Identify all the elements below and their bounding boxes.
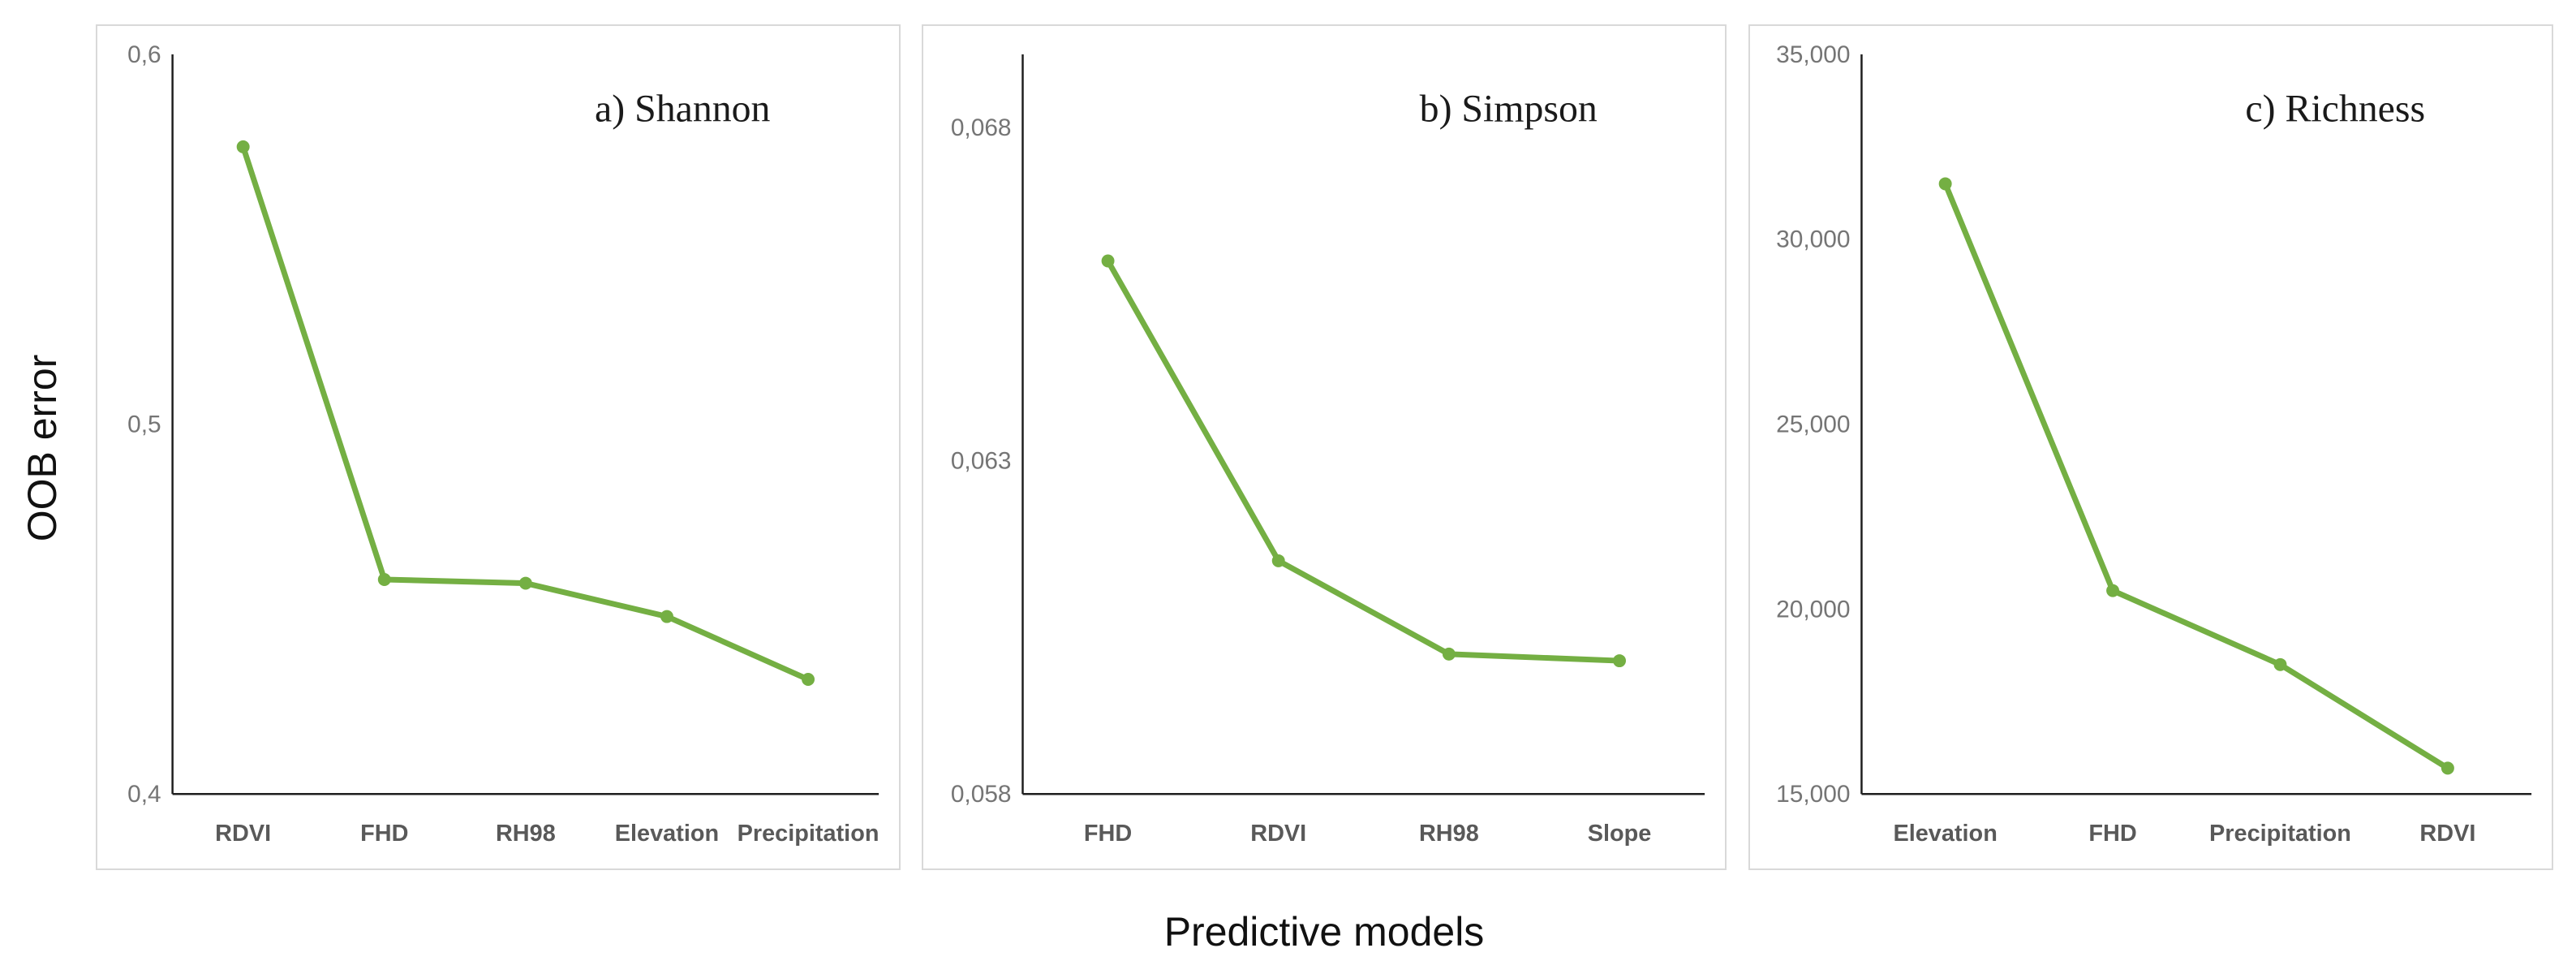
y-tick-label: 0,6 bbox=[127, 41, 161, 68]
x-axis-title: Predictive models bbox=[1163, 909, 1485, 955]
y-axis-title: OOB error bbox=[19, 354, 65, 542]
y-tick-label: 0,5 bbox=[127, 412, 161, 438]
y-tick-label: 0,4 bbox=[127, 781, 161, 808]
y-tick-label: 15,000 bbox=[1776, 781, 1850, 808]
data-point-marker bbox=[1442, 647, 1456, 661]
category-label: FHD bbox=[360, 821, 408, 847]
category-label: RDVI bbox=[1250, 821, 1306, 847]
y-tick-label: 0,058 bbox=[951, 781, 1012, 808]
data-point-marker bbox=[1101, 254, 1115, 268]
chart-title: c) Richness bbox=[2245, 88, 2425, 131]
line-chart-0: 0,6 0,5 0,4 RDVI FHD RH98 Elevation Precipitati… bbox=[127, 41, 879, 847]
category-label: Elevation bbox=[615, 821, 719, 847]
chart-panel-0: 0,6 0,5 0,4 RDVI FHD RH98 Elevation Precipitati… bbox=[96, 24, 901, 870]
series-line bbox=[1105, 257, 1623, 664]
series-line bbox=[1942, 180, 2451, 771]
y-tick-label: 35,000 bbox=[1776, 41, 1850, 68]
chart-panel-2: 35,000 30,000 25,000 20,000 15,000 Elevation F… bbox=[1748, 24, 2553, 870]
chart-title: b) Simpson bbox=[1420, 88, 1598, 131]
category-label: RH98 bbox=[496, 821, 556, 847]
y-tick-label: 25,000 bbox=[1776, 412, 1850, 438]
category-label: Elevation bbox=[1893, 821, 1997, 847]
chart-title: a) Shannon bbox=[595, 88, 770, 131]
data-point-marker bbox=[2441, 761, 2454, 775]
y-tick-label: 0,068 bbox=[951, 114, 1012, 141]
category-label: Precipitation bbox=[738, 821, 879, 847]
data-point-marker bbox=[1613, 654, 1626, 668]
category-label: FHD bbox=[1084, 821, 1132, 847]
y-tick-label: 0,063 bbox=[951, 448, 1012, 475]
y-tick-label: 30,000 bbox=[1776, 226, 1850, 253]
category-label: Slope bbox=[1588, 821, 1652, 847]
data-point-marker bbox=[660, 610, 673, 623]
data-point-marker bbox=[2273, 657, 2287, 671]
series-line bbox=[240, 144, 811, 683]
line-chart-2: 35,000 30,000 25,000 20,000 15,000 Elevation F… bbox=[1776, 41, 2532, 847]
line-chart-1: 0,068 0,063 0,058 FHD RDVI RH98 Slope b) Simpso… bbox=[951, 54, 1705, 847]
data-point-marker bbox=[1271, 554, 1285, 567]
category-label: RDVI bbox=[215, 821, 271, 847]
data-point-marker bbox=[236, 140, 250, 153]
data-point-marker bbox=[518, 576, 532, 590]
y-tick-label: 20,000 bbox=[1776, 596, 1850, 623]
data-point-marker bbox=[377, 573, 391, 586]
category-label: RDVI bbox=[2419, 821, 2475, 847]
category-label: FHD bbox=[2088, 821, 2136, 847]
data-point-marker bbox=[1938, 177, 1952, 191]
chart-panel-1: 0,068 0,063 0,058 FHD RDVI RH98 Slope b) Simpso… bbox=[922, 24, 1727, 870]
category-label: RH98 bbox=[1419, 821, 1479, 847]
data-point-marker bbox=[2106, 584, 2120, 597]
category-label: Precipitation bbox=[2209, 821, 2351, 847]
data-point-marker bbox=[802, 673, 815, 686]
